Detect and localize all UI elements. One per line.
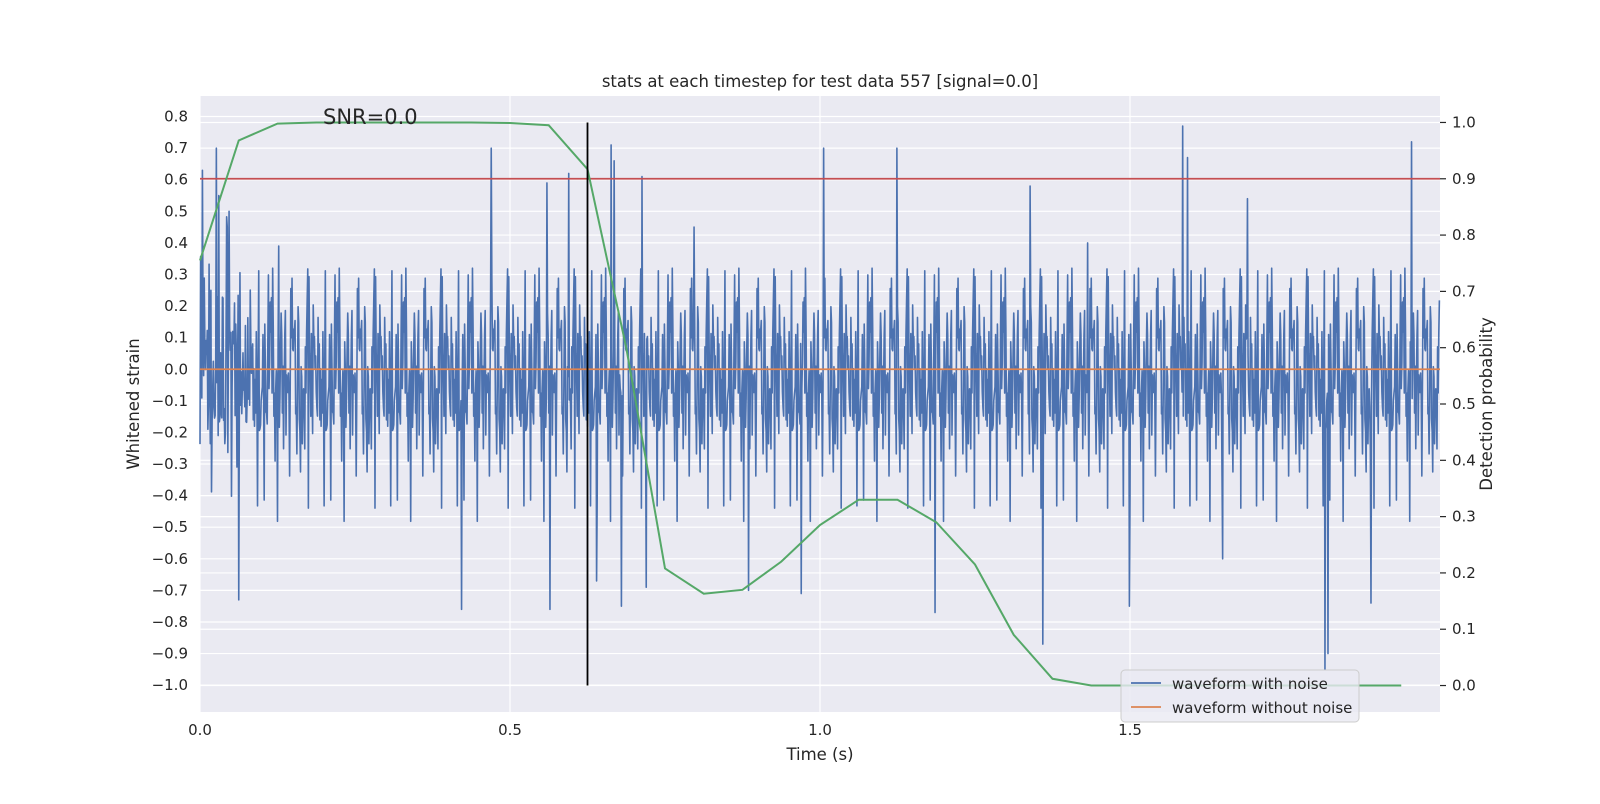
y-left-tick-label: 0.1 bbox=[164, 329, 188, 347]
y-left-tick-label: 0.8 bbox=[164, 108, 188, 126]
y-right-tick-label: 0.2 bbox=[1452, 564, 1476, 582]
legend-label-noise: waveform with noise bbox=[1172, 675, 1328, 693]
x-tick-label: 1.5 bbox=[1118, 721, 1142, 739]
y-right-tick-label: 0.6 bbox=[1452, 339, 1476, 357]
y-left-tick-label: −0.6 bbox=[152, 550, 188, 568]
y-right-tick-label: 0.5 bbox=[1452, 395, 1476, 413]
y-left-tick-label: −0.9 bbox=[152, 645, 188, 663]
legend-label-clean: waveform without noise bbox=[1172, 699, 1352, 717]
y-left-tick-label: 0.2 bbox=[164, 297, 188, 315]
legend: waveform with noise waveform without noi… bbox=[1121, 670, 1359, 722]
y-right-tick-label: 1.0 bbox=[1452, 113, 1476, 131]
y-left-tick-label: 0.4 bbox=[164, 234, 188, 252]
y-left-tick-label: −0.3 bbox=[152, 455, 188, 473]
y-left-tick-label: 0.7 bbox=[164, 139, 188, 157]
y-left-tick-label: 0.3 bbox=[164, 265, 188, 283]
y-left-tick-label: −0.1 bbox=[152, 392, 188, 410]
y-right-tick-label: 0.8 bbox=[1452, 226, 1476, 244]
y-left-tick-label: −0.7 bbox=[152, 581, 188, 599]
y-left-tick-label: 0.0 bbox=[164, 360, 188, 378]
y-right-tick-label: 0.3 bbox=[1452, 508, 1476, 526]
snr-annotation: SNR=0.0 bbox=[323, 105, 418, 129]
x-tick-label: 0.5 bbox=[498, 721, 522, 739]
y-left-tick-label: 0.5 bbox=[164, 202, 188, 220]
y-right-tick-label: 0.7 bbox=[1452, 282, 1476, 300]
x-axis-label: Time (s) bbox=[785, 745, 853, 764]
y-right-tick-label: 0.9 bbox=[1452, 170, 1476, 188]
x-tick-label: 1.0 bbox=[808, 721, 832, 739]
y-left-tick-label: −0.4 bbox=[152, 487, 188, 505]
y-left-tick-label: 0.6 bbox=[164, 171, 188, 189]
y-right-tick-label: 0.0 bbox=[1452, 677, 1476, 695]
y-axis-label-left: Whitened strain bbox=[124, 338, 143, 469]
x-tick-label: 0.0 bbox=[188, 721, 212, 739]
chart-title: stats at each timestep for test data 557… bbox=[602, 72, 1038, 91]
y-left-tick-label: −0.2 bbox=[152, 423, 188, 441]
y-axis-label-right: Detection probability bbox=[1477, 317, 1496, 491]
y-left-tick-label: −0.5 bbox=[152, 518, 188, 536]
y-left-tick-label: −0.8 bbox=[152, 613, 188, 631]
y-left-tick-label: −1.0 bbox=[152, 676, 188, 694]
y-right-tick-label: 0.1 bbox=[1452, 620, 1476, 638]
y-right-tick-label: 0.4 bbox=[1452, 451, 1476, 469]
